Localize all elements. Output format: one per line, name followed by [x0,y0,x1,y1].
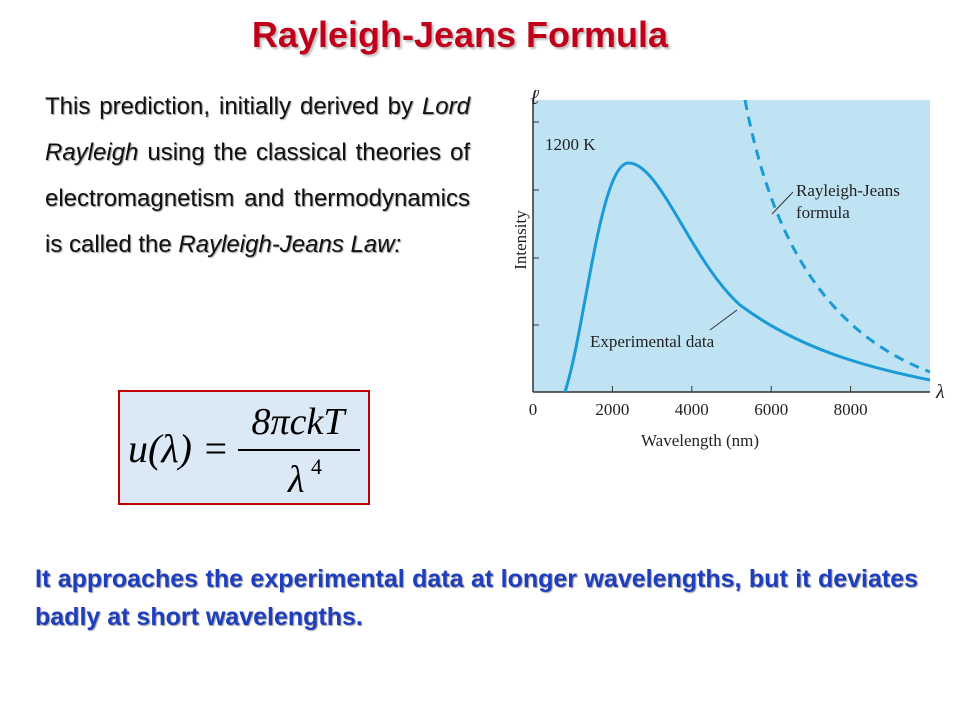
curve-label: Rayleigh-Jeans [796,181,900,200]
y-symbol: ℓ [530,90,540,109]
text: This prediction, initially derived by [45,93,422,120]
equation-numerator: 8πckT [252,401,348,443]
equation-denominator: λ [287,459,304,501]
curve-label: Experimental data [590,332,715,351]
plot-area [533,100,930,392]
leader-line [771,191,794,215]
text-italic: Rayleigh-Jeans Law: [178,231,402,258]
x-tick-label: 4000 [675,400,709,419]
experimental-curve [563,161,931,393]
x-tick-label: 6000 [754,400,788,419]
equation-box: u(λ) = 8πckT λ 4 [118,390,370,505]
slide-title: Rayleigh-Jeans Formula [251,14,669,55]
equation: u(λ) = 8πckT λ 4 [128,401,360,501]
intro-paragraph: This prediction, initially derived by Lo… [45,84,470,268]
rayleigh-jeans-curve [743,99,931,374]
x-tick-label: 8000 [834,400,868,419]
conclusion-text: It approaches the experimental data at l… [35,565,918,631]
curve-label: formula [796,203,850,222]
equation-exponent: 4 [311,454,322,479]
text-italic: Lord Rayleigh [45,93,470,166]
x-axis-label: Wavelength (nm) [641,431,759,450]
text: using the classical theories of electrom… [45,139,470,258]
temperature-label: 1200 K [545,135,596,154]
y-axis-label: Intensity [511,210,530,270]
x-tick-label: 0 [529,400,538,419]
figure: ℓ Intensity 1200 K Rayleigh-Jeans formul… [511,90,945,450]
x-symbol: λ [935,381,945,403]
x-ticks: 0 2000 4000 6000 8000 [529,386,868,419]
y-ticks [533,121,539,326]
leader-line [709,309,738,331]
equation-lhs: u(λ) = [128,426,229,471]
x-tick-label: 2000 [595,400,629,419]
